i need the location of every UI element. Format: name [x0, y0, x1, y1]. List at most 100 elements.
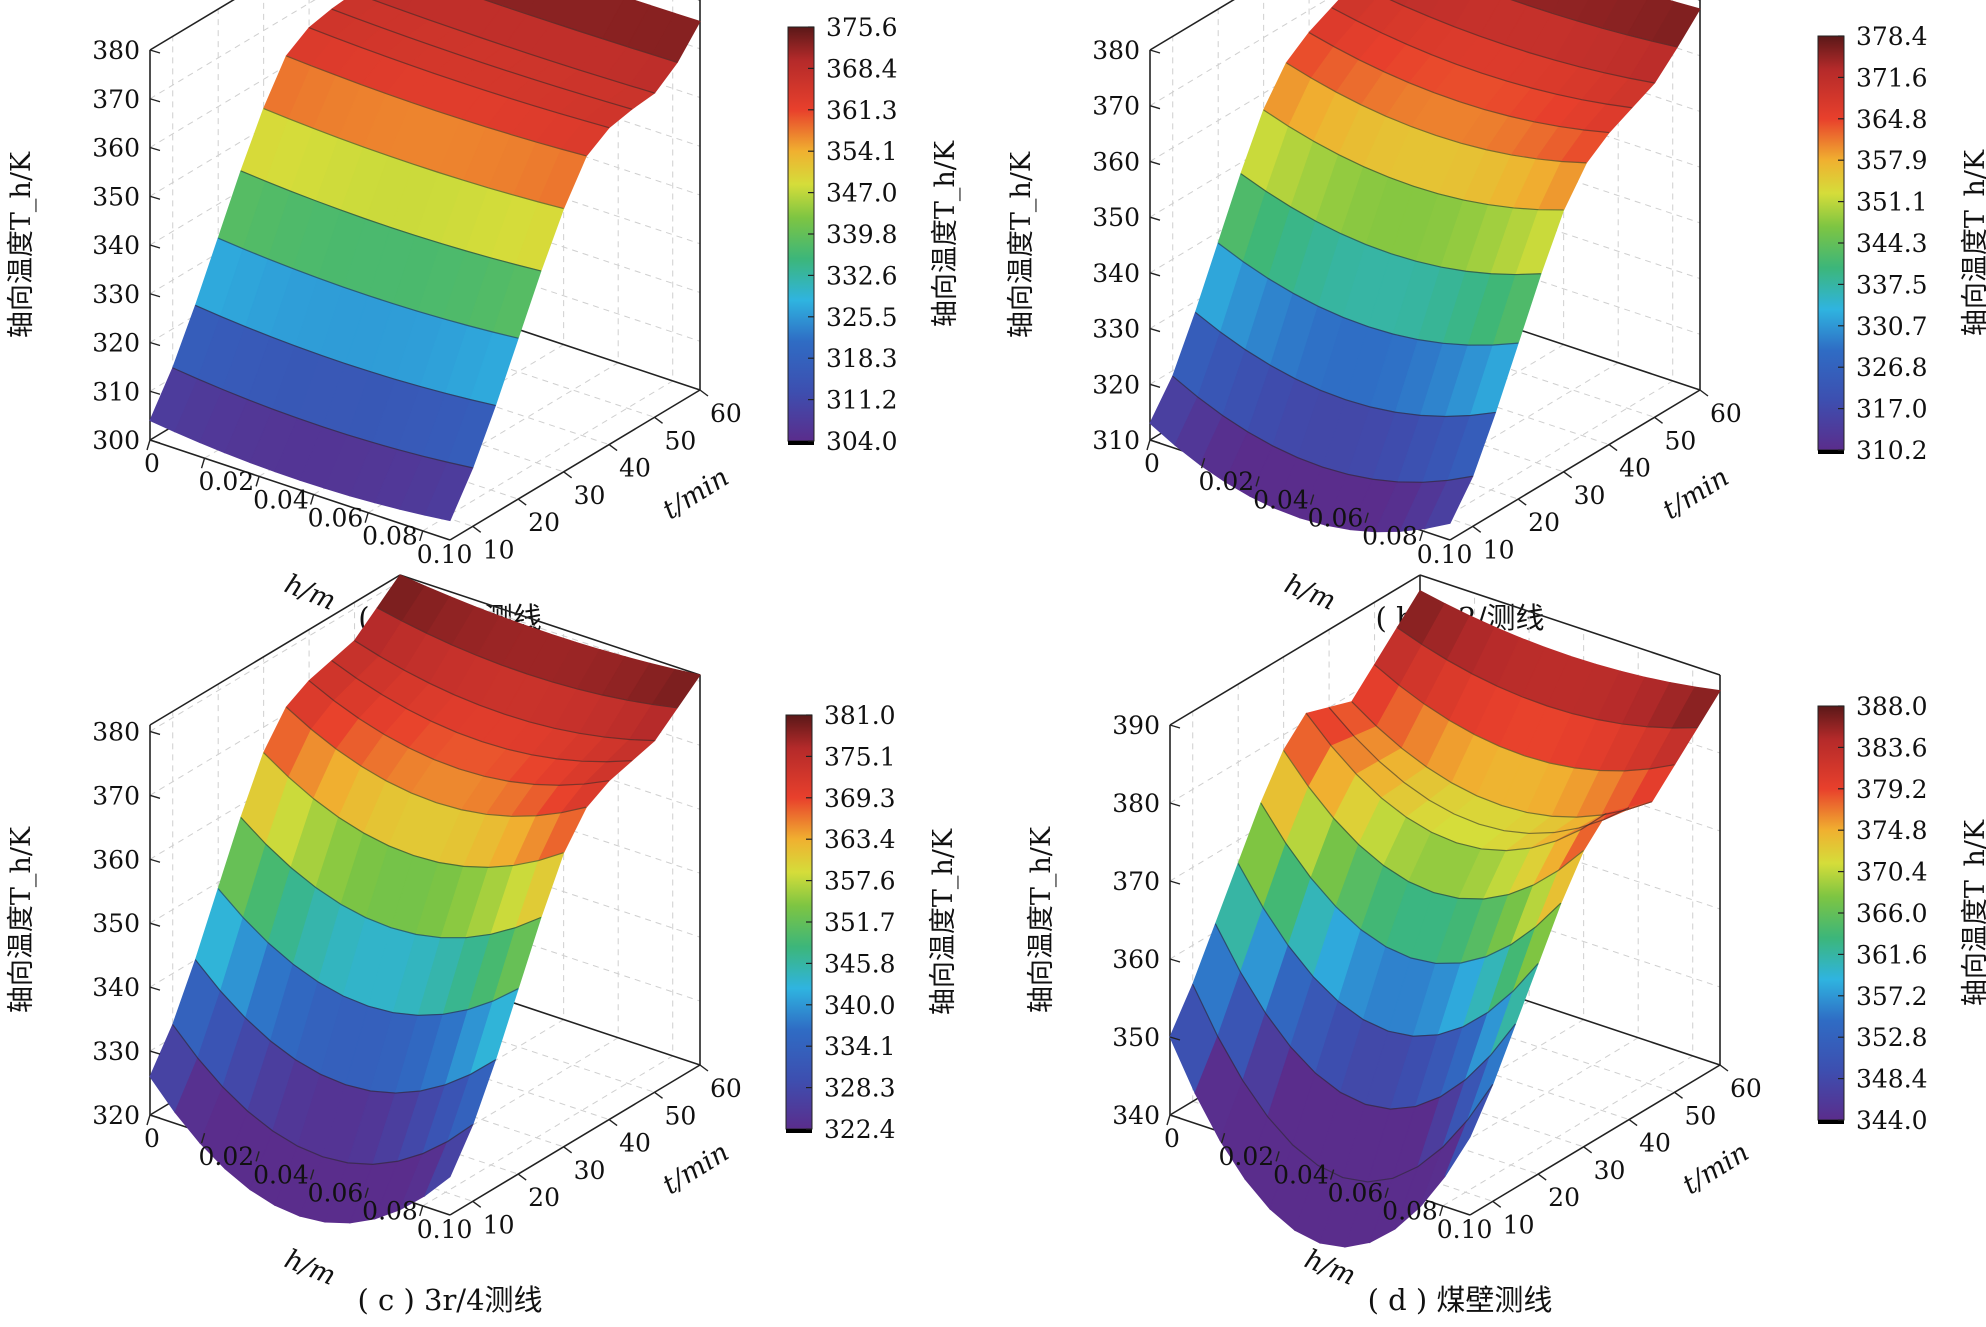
contour-line [1192, 984, 1494, 1183]
z-tick-mark [1169, 802, 1181, 807]
contour-line [331, 8, 632, 110]
z-tick-mark [149, 244, 161, 249]
axis-box [1419, 574, 1721, 676]
colorbar-tick-label: 374.8 [1856, 816, 1928, 845]
colorbar-tick-label: 357.6 [824, 867, 896, 896]
y-tick-label: 10 [483, 535, 515, 564]
chart-panel-d: 340 350 360 370 380 390 0 0.020.040.060.080.10 1… [1026, 574, 1986, 1317]
x-tick-mark [200, 457, 206, 469]
colorbar-tick-label: 357.9 [1856, 146, 1928, 175]
x-tick-label: 0.08 [362, 522, 418, 551]
y-tick-mark [1537, 1173, 1547, 1181]
contour-line [1263, 109, 1564, 211]
y-tick-mark [472, 1200, 482, 1208]
colorbar-tick-label: 351.1 [1856, 188, 1928, 217]
contour-line [1510, 0, 1678, 48]
y-tick-mark [1699, 389, 1709, 397]
colorbar-tick-label: 375.1 [824, 742, 896, 771]
x-tick-label: 0.08 [1382, 1197, 1438, 1226]
x-axis-label: h/m [1300, 1244, 1360, 1292]
z-tick-label: 300 [92, 426, 140, 455]
z-tick-label: 320 [92, 1101, 140, 1130]
z-tick-label: 340 [92, 973, 140, 1002]
colorbar-tick-label: 388.0 [1856, 692, 1928, 721]
z-tick-label: 340 [92, 231, 140, 260]
contour-line [371, 0, 655, 94]
y-tick-label: 10 [1483, 535, 1515, 564]
z-tick-mark [1149, 105, 1161, 110]
z-tick-label: 360 [92, 845, 140, 874]
y-tick-mark [608, 1118, 618, 1127]
colorbar-label: 轴向温度T_h/K [928, 828, 959, 1015]
x-tick-label: 0.04 [1253, 485, 1309, 514]
y-axis-line [449, 389, 701, 541]
z-tick-label: 370 [1092, 92, 1140, 121]
colorbar-tick-label: 375.6 [826, 13, 898, 42]
z-tick-mark [149, 49, 161, 54]
y-tick-mark [1719, 1064, 1729, 1072]
colorbar-tick-label: 344.3 [1856, 229, 1928, 258]
colorbar-tick-label: 364.8 [1856, 105, 1928, 134]
x-tick-label: 0.10 [417, 540, 473, 569]
colorbar-tick-label: 378.4 [1856, 22, 1928, 51]
contour-line [1283, 750, 1585, 900]
contour-line [1331, 7, 1632, 109]
x-tick-mark [1384, 1187, 1389, 1198]
y-tick-label: 40 [1639, 1129, 1671, 1158]
z-tick-mark [1149, 160, 1161, 166]
y-axis-label: t/min [657, 1137, 734, 1201]
colorbar-tick-label: 317.0 [1856, 395, 1928, 424]
y-tick-mark [563, 1146, 573, 1154]
contour-line [376, 607, 678, 709]
z-tick-label: 340 [1092, 259, 1140, 288]
z-tick-label: 380 [92, 717, 140, 746]
y-tick-mark [1654, 416, 1663, 424]
contour-line [285, 706, 587, 817]
z-tick-label: 310 [92, 377, 140, 406]
chart-panel-b: 310 320 330 340 350 360 370 380 0 0.020.040.060.0… [1006, 0, 1986, 635]
colorbar-tick-label: 347.0 [826, 179, 898, 208]
z-tick-mark [1149, 216, 1161, 221]
z-tick-mark [149, 1050, 161, 1055]
axis-box [149, 0, 235, 51]
z-tick-mark [149, 986, 161, 991]
z-tick-label: 350 [1092, 203, 1140, 232]
colorbar-tick-label: 328.3 [824, 1074, 896, 1103]
x-tick-mark [146, 439, 151, 451]
z-tick-label: 320 [1092, 370, 1140, 399]
colorbar-end [786, 1129, 812, 1133]
z-tick-label: 350 [92, 909, 140, 938]
colorbar-tick-label: 363.4 [824, 825, 896, 854]
colorbar-tick-label: 381.0 [824, 701, 896, 730]
y-tick-label: 10 [483, 1210, 515, 1239]
colorbar-tick-label: 361.3 [826, 96, 898, 125]
z-tick-label: 340 [1112, 1101, 1160, 1130]
x-tick-label: 0 [144, 449, 160, 478]
z-axis-label: 轴向温度T_h/K [1026, 826, 1057, 1013]
temperature-surface [149, 0, 701, 522]
colorbar-tick-label: 310.2 [1856, 436, 1928, 465]
x-tick-mark [364, 1187, 369, 1198]
x-tick-mark [255, 476, 260, 487]
y-tick-mark [517, 498, 527, 506]
contour-line [1195, 311, 1496, 418]
x-tick-label: 0.10 [417, 1215, 473, 1244]
z-axis-label: 轴向温度T_h/K [6, 826, 37, 1013]
colorbar-tick-label: 311.2 [826, 386, 898, 415]
y-tick-label: 60 [1730, 1074, 1762, 1103]
axis-box [1149, 0, 1235, 51]
x-tick-label: 0.02 [1219, 1142, 1275, 1171]
x-tick-mark [1146, 439, 1151, 451]
z-tick-mark [1149, 272, 1161, 277]
y-axis-label: t/min [657, 462, 734, 526]
contour-line [1217, 242, 1519, 346]
contour-line [1240, 173, 1541, 276]
contour-line [1351, 701, 1653, 818]
contour-line [286, 55, 587, 157]
colorbar-end [1818, 1120, 1844, 1124]
contour-line [1374, 664, 1675, 772]
z-tick-label: 380 [1092, 36, 1140, 65]
colorbar-tick-label: 368.4 [826, 54, 898, 83]
colorbar-tick-label: 326.8 [1856, 353, 1928, 382]
